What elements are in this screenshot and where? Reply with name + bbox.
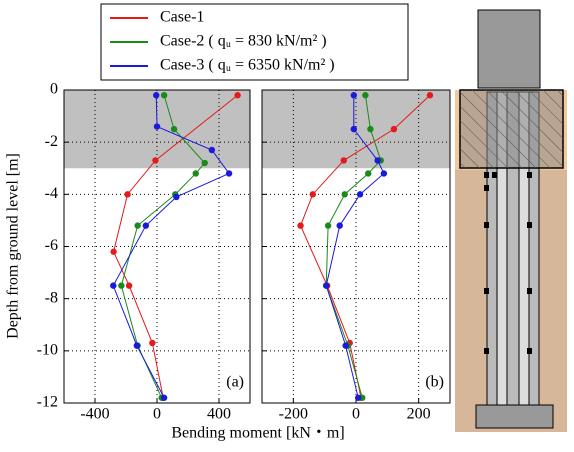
pile-diagram	[455, 9, 567, 432]
legend	[100, 3, 409, 81]
data-point	[192, 170, 199, 177]
data-point	[374, 157, 381, 164]
x-tick-label: 200	[407, 406, 431, 423]
data-point	[309, 191, 316, 198]
data-point	[160, 394, 168, 401]
data-point	[118, 282, 125, 289]
data-point	[110, 282, 117, 289]
y-tick-label: -8	[45, 289, 58, 306]
data-point	[356, 191, 364, 198]
data-point	[208, 146, 216, 154]
data-point	[133, 342, 141, 349]
data-point	[225, 170, 233, 177]
legend-label: Case-1	[160, 9, 204, 26]
data-point	[365, 170, 372, 177]
x-tick-label: 0	[352, 406, 360, 423]
data-point	[390, 125, 398, 133]
data-point	[367, 125, 374, 133]
legend-label: Case-2 ( qᵤ = 830 kN/m² )	[160, 33, 327, 50]
panel-label: (b)	[425, 374, 444, 391]
data-point	[142, 222, 150, 229]
y-tick-label: 0	[50, 81, 58, 98]
data-point	[125, 282, 133, 289]
x-tick-label: -200	[279, 406, 308, 423]
data-point	[426, 92, 434, 99]
data-point	[350, 92, 358, 99]
data-point	[340, 157, 347, 164]
data-point	[149, 339, 156, 347]
series-line	[299, 94, 431, 398]
plot-frame	[63, 89, 251, 404]
x-tick-label: 400	[207, 406, 231, 423]
y-tick-label: -2	[45, 133, 58, 150]
data-point	[342, 342, 349, 349]
data-point	[341, 191, 348, 198]
x-axis-label: Bending moment [kN・m]	[171, 425, 344, 442]
data-point	[110, 248, 117, 255]
data-point	[160, 92, 168, 99]
y-tick-label: -12	[37, 394, 58, 411]
data-point	[173, 193, 180, 201]
y-axis-label: Depth from ground level [m]	[5, 153, 22, 339]
data-point	[152, 157, 159, 164]
x-tick-label: -400	[80, 406, 109, 423]
data-point	[323, 282, 330, 289]
data-point	[336, 222, 343, 229]
data-point	[201, 159, 208, 167]
y-tick-label: -10	[37, 342, 58, 359]
plot-frame	[261, 89, 451, 404]
data-point	[134, 222, 141, 229]
data-point	[234, 92, 241, 99]
legend-label: Case-3 ( qᵤ = 6350 kN/m² )	[160, 57, 335, 74]
y-tick-label: -4	[45, 185, 58, 202]
data-point	[297, 222, 304, 229]
panel-label: (a)	[226, 374, 244, 391]
x-tick-label: 0	[153, 406, 161, 423]
y-tick-label: -6	[45, 237, 58, 254]
data-point	[354, 394, 362, 401]
data-point	[153, 123, 161, 130]
data-point	[362, 92, 369, 99]
data-point	[350, 125, 358, 133]
data-point	[124, 191, 131, 198]
data-point	[170, 125, 178, 133]
data-point	[380, 170, 388, 177]
data-point	[324, 222, 332, 229]
data-point	[153, 92, 160, 99]
